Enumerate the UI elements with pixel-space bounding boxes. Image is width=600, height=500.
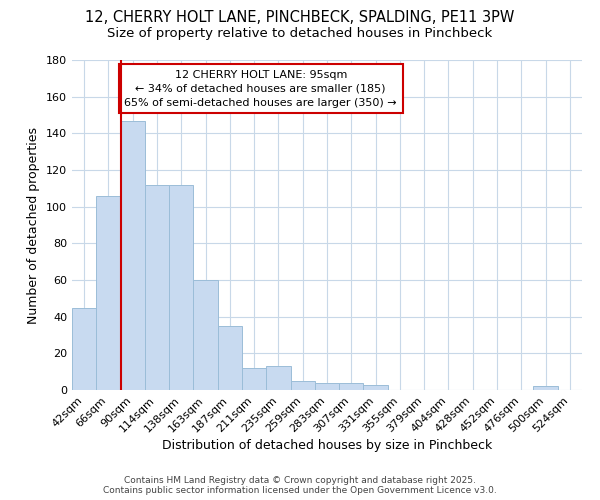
Text: Contains HM Land Registry data © Crown copyright and database right 2025.
Contai: Contains HM Land Registry data © Crown c… bbox=[103, 476, 497, 495]
Bar bbox=[169, 184, 193, 390]
Bar bbox=[96, 196, 121, 390]
Bar bbox=[121, 120, 145, 390]
Text: 12, CHERRY HOLT LANE, PINCHBECK, SPALDING, PE11 3PW: 12, CHERRY HOLT LANE, PINCHBECK, SPALDIN… bbox=[85, 10, 515, 25]
Text: Size of property relative to detached houses in Pinchbeck: Size of property relative to detached ho… bbox=[107, 28, 493, 40]
Bar bbox=[339, 382, 364, 390]
Bar bbox=[533, 386, 558, 390]
Bar bbox=[145, 184, 169, 390]
Bar bbox=[315, 382, 339, 390]
Text: 12 CHERRY HOLT LANE: 95sqm
← 34% of detached houses are smaller (185)
65% of sem: 12 CHERRY HOLT LANE: 95sqm ← 34% of deta… bbox=[124, 70, 397, 108]
Bar bbox=[266, 366, 290, 390]
Bar bbox=[290, 381, 315, 390]
Bar bbox=[242, 368, 266, 390]
Bar bbox=[193, 280, 218, 390]
Y-axis label: Number of detached properties: Number of detached properties bbox=[28, 126, 40, 324]
Bar bbox=[72, 308, 96, 390]
X-axis label: Distribution of detached houses by size in Pinchbeck: Distribution of detached houses by size … bbox=[162, 440, 492, 452]
Bar bbox=[218, 326, 242, 390]
Bar bbox=[364, 384, 388, 390]
